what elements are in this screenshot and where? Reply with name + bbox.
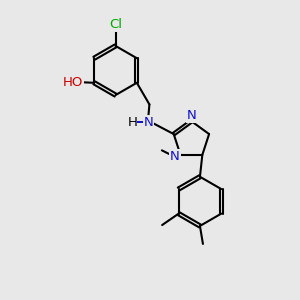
Text: N: N	[144, 116, 153, 129]
Text: Cl: Cl	[109, 18, 122, 31]
Text: HO: HO	[62, 76, 83, 89]
Text: N: N	[187, 109, 197, 122]
Text: N: N	[170, 150, 180, 163]
Text: H: H	[128, 116, 137, 129]
